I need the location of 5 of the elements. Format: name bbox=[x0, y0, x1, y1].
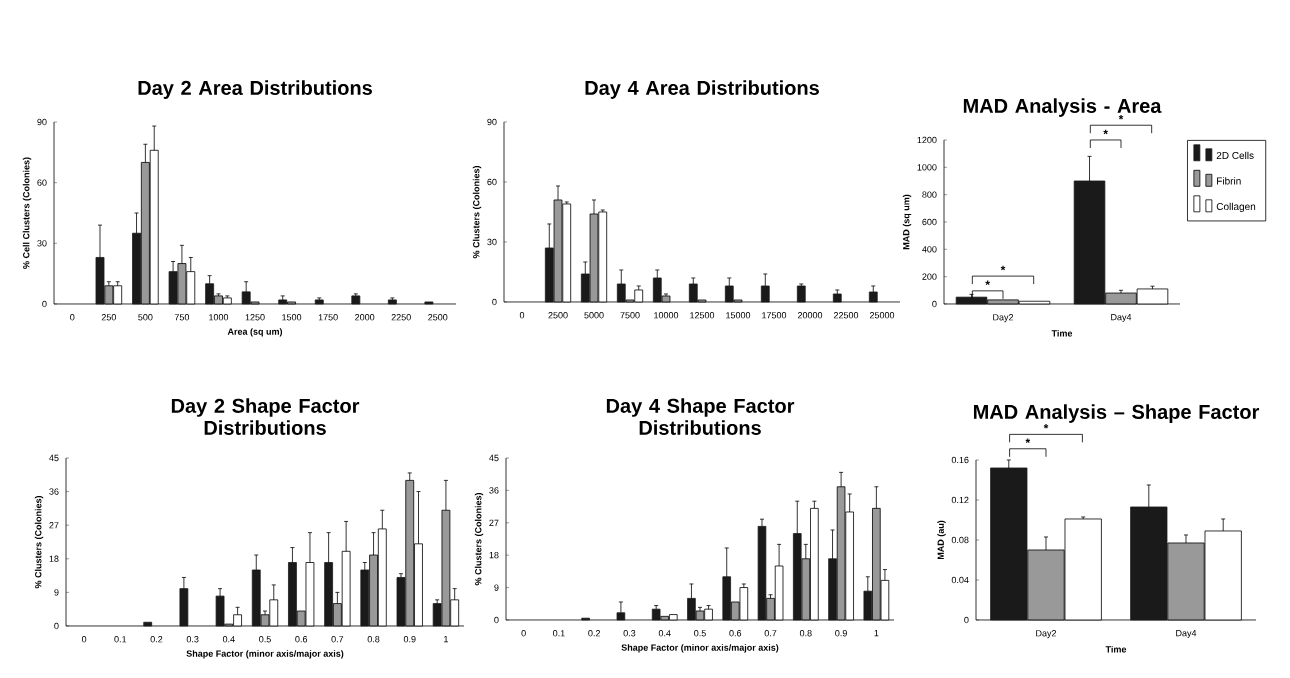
chart-title: Day 4 Shape Factor Distributions bbox=[606, 398, 795, 435]
chart-title: MAD Analysis – Shape Factor bbox=[973, 404, 1260, 423]
chart-title: Day 2 Area Distributions bbox=[138, 80, 372, 99]
chart-title: Day 4 Area Distributions bbox=[585, 80, 819, 99]
chart-title: Day 2 Shape Factor Distributions bbox=[171, 398, 360, 435]
